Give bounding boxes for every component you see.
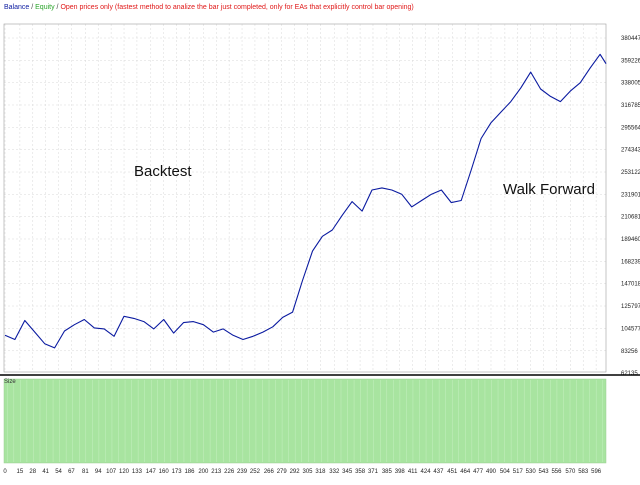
annotation-backtest: Backtest (134, 163, 192, 180)
x-tick-label: 504 (500, 469, 511, 475)
x-tick-label: 332 (329, 469, 340, 475)
x-tick-label: 530 (526, 469, 537, 475)
x-tick-label: 583 (578, 469, 589, 475)
y-tick-label: 147018 (621, 282, 640, 288)
x-tick-label: 490 (486, 469, 497, 475)
y-tick-label: 295564 (621, 125, 640, 131)
x-tick-label: 160 (159, 469, 170, 475)
x-tick-label: 517 (513, 469, 524, 475)
legend-separator: / (54, 4, 61, 11)
x-tick-label: 94 (95, 469, 102, 475)
y-tick-label: 253122 (621, 170, 640, 176)
x-tick-label: 411 (408, 469, 418, 475)
x-tick-label: 266 (264, 469, 275, 475)
y-tick-label: 380447 (621, 36, 640, 42)
size-panel-fill (3, 378, 607, 464)
x-tick-label: 451 (447, 469, 458, 475)
legend-mode-note: Open prices only (fastest method to anal… (60, 4, 414, 11)
x-tick-label: 385 (382, 469, 393, 475)
x-tick-label: 0 (3, 469, 7, 475)
x-tick-label: 477 (473, 469, 484, 475)
y-tick-label: 83256 (621, 349, 638, 355)
x-tick-label: 437 (433, 469, 444, 475)
x-tick-label: 424 (421, 469, 432, 475)
y-tick-label: 210681 (621, 215, 640, 221)
y-tick-label: 125797 (621, 304, 640, 310)
legend-equity: Equity (35, 4, 55, 11)
y-tick-label: 104577 (621, 326, 640, 332)
x-tick-label: 200 (198, 469, 209, 475)
x-tick-label: 398 (395, 469, 406, 475)
x-tick-label: 570 (565, 469, 576, 475)
chart-legend: Balance / Equity / Open prices only (fas… (4, 4, 414, 11)
grid-lines (4, 24, 606, 372)
series-layer (4, 53, 607, 349)
size-panel: Size (3, 378, 607, 464)
x-tick-label: 107 (106, 469, 117, 475)
x-tick-label: 318 (315, 469, 326, 475)
x-tick-label: 186 (184, 469, 195, 475)
y-axis-tick-labels: 62135 83256 104577 125797 147018 168239 189460… (621, 36, 640, 377)
x-tick-label: 81 (82, 469, 89, 475)
x-tick-label: 358 (355, 469, 366, 475)
y-tick-label: 316785 (621, 103, 640, 109)
x-tick-label: 213 (211, 469, 222, 475)
x-tick-label: 305 (303, 469, 314, 475)
y-tick-label: 189460 (621, 237, 640, 243)
x-tick-label: 15 (17, 469, 24, 475)
annotation-walk-forward: Walk Forward (503, 181, 595, 198)
x-tick-label: 28 (29, 469, 36, 475)
y-tick-label: 62135 (621, 371, 638, 377)
x-tick-label: 371 (368, 469, 379, 475)
y-tick-label: 231901 (621, 192, 640, 198)
x-tick-label: 173 (172, 469, 183, 475)
y-tick-label: 168239 (621, 259, 640, 265)
y-tick-label: 274343 (621, 148, 640, 154)
x-tick-label: 252 (250, 469, 261, 475)
x-tick-label: 464 (460, 469, 471, 475)
x-tick-label: 596 (591, 469, 602, 475)
x-tick-label: 292 (290, 469, 301, 475)
x-tick-label: 67 (68, 469, 75, 475)
x-tick-label: 345 (342, 469, 353, 475)
x-tick-label: 556 (551, 469, 562, 475)
y-tick-label: 359226 (621, 58, 640, 64)
x-tick-label: 133 (132, 469, 143, 475)
x-tick-label: 41 (42, 469, 49, 475)
x-tick-label: 239 (237, 469, 248, 475)
series-line-balance (4, 53, 607, 349)
x-tick-label: 543 (539, 469, 550, 475)
x-axis-tick-labels: 0 15 28 41 54 67 81 94 107 120 133 147 160 173 186 200 2… (3, 469, 601, 475)
legend-balance: Balance (4, 4, 30, 11)
x-tick-label: 226 (224, 469, 235, 475)
size-panel-label: Size (4, 379, 16, 385)
x-tick-label: 279 (277, 469, 288, 475)
y-tick-label: 338005 (621, 81, 640, 87)
x-tick-label: 54 (55, 469, 62, 475)
x-tick-label: 120 (119, 469, 130, 475)
x-tick-label: 147 (146, 469, 157, 475)
legend-separator: / (29, 4, 36, 11)
plot-border (3, 23, 607, 373)
